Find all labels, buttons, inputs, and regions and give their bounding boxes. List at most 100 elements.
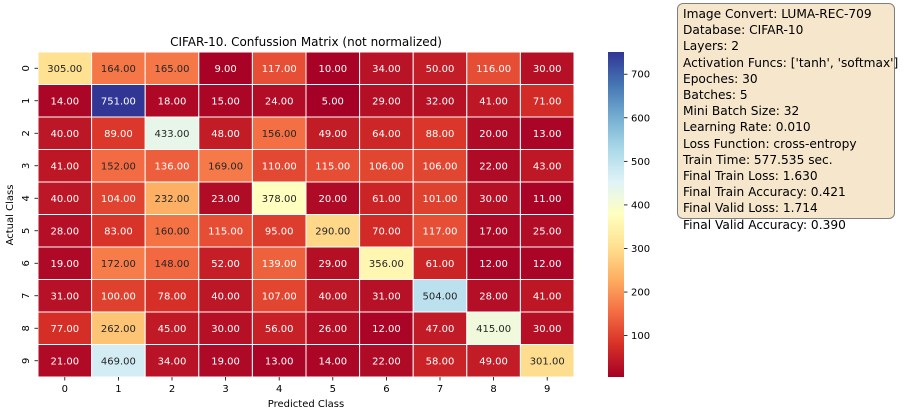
heatmap-grid	[37, 51, 575, 378]
cell-label-r2-c5: 49.00	[318, 129, 347, 140]
cell-label-r0-c1: 164.00	[101, 64, 136, 75]
cell-label-r3-c5: 115.00	[315, 161, 350, 172]
heatmap-cell-r2-c6	[359, 116, 414, 150]
info-line-train-time: Train Time: 577.535 sec.	[683, 152, 833, 167]
info-line-learning-rate: Learning Rate: 0.010	[683, 120, 811, 135]
cell-label-r3-c7: 106.00	[423, 161, 458, 172]
heatmap-cell-r3-c3	[198, 149, 253, 183]
colorbar: 100 200 300 400 500 600 700	[608, 52, 650, 377]
cell-label-r5-c0: 28.00	[50, 226, 79, 237]
cell-label-r3-c6: 106.00	[369, 161, 404, 172]
cell-label-r7-c8: 28.00	[479, 291, 508, 302]
x-axis: 0 1 2 3 4 5 6 7 8 9	[62, 377, 550, 395]
cell-label-r8-c3: 30.00	[211, 324, 240, 335]
heatmap-cell-r1-c7	[412, 84, 468, 118]
cell-label-r5-c7: 117.00	[423, 226, 458, 237]
heatmap-cell-r5-c9	[519, 214, 575, 248]
heatmap-cell-r1-c4	[251, 84, 307, 118]
cell-label-r0-c3: 9.00	[214, 64, 236, 75]
cell-label-r3-c8: 22.00	[479, 161, 508, 172]
heatmap-cell-r5-c1	[91, 214, 146, 248]
y-axis-label: Actual Class	[5, 185, 16, 246]
heatmap-cell-r6-c2	[144, 246, 200, 280]
heatmap-cell-r7-c5	[305, 279, 361, 313]
cell-label-r6-c7: 61.00	[426, 259, 455, 270]
heatmap-cell-r5-c4	[251, 214, 307, 248]
cell-label-r2-c0: 40.00	[50, 129, 79, 140]
y-tick-label-4: 4	[21, 195, 32, 201]
cell-label-r8-c5: 26.00	[318, 324, 347, 335]
colorbar-tick-label-3: 400	[631, 200, 650, 211]
heatmap-cell-r2-c7	[412, 116, 468, 150]
cell-label-r8-c2: 45.00	[158, 324, 187, 335]
cell-label-r2-c4: 156.00	[262, 129, 297, 140]
cell-label-r7-c0: 31.00	[50, 291, 79, 302]
cell-label-r3-c0: 41.00	[50, 161, 79, 172]
cell-label-r9-c9: 301.00	[530, 356, 565, 367]
cell-label-r5-c2: 160.00	[155, 226, 190, 237]
cell-label-r5-c6: 70.00	[372, 226, 401, 237]
heatmap-cell-r3-c6	[359, 149, 414, 183]
heatmap-cell-r4-c5	[305, 181, 361, 215]
cell-label-r3-c1: 152.00	[101, 161, 136, 172]
heatmap-cell-r6-c3	[198, 246, 253, 280]
cell-label-r5-c8: 17.00	[479, 226, 508, 237]
x-tick-label-9: 9	[544, 384, 550, 395]
cell-label-r4-c9: 11.00	[533, 194, 562, 205]
info-line-final-train-loss: Final Train Loss: 1.630	[683, 169, 818, 184]
colorbar-tick-label-2: 300	[631, 244, 650, 255]
info-line-loss-function: Loss Function: cross-entropy	[683, 136, 857, 151]
heatmap-cell-r1-c2	[144, 84, 200, 118]
info-line-final-valid-loss: Final Valid Loss: 1.714	[683, 201, 818, 216]
heatmap-cell-r0-c7	[412, 51, 468, 85]
heatmap-cell-r1-c8	[466, 84, 521, 118]
cell-label-r2-c1: 89.00	[104, 129, 133, 140]
cell-label-r0-c5: 10.00	[318, 64, 347, 75]
heatmap-cell-r4-c0	[37, 181, 93, 215]
cell-label-r1-c8: 41.00	[479, 96, 508, 107]
colorbar-ticks: 100 200 300 400 500 600 700	[624, 70, 650, 342]
heatmap-cell-r3-c2	[144, 149, 200, 183]
cell-label-r7-c3: 40.00	[211, 291, 240, 302]
heatmap-cell-r5-c3	[198, 214, 253, 248]
heatmap-cell-r2-c8	[466, 116, 521, 150]
info-line-activation-funcs: Activation Funcs: ['tanh', 'softmax']	[683, 55, 899, 70]
cell-label-r9-c6: 22.00	[372, 356, 401, 367]
cell-label-r9-c4: 13.00	[265, 356, 294, 367]
colorbar-tick-label-6: 700	[631, 70, 650, 81]
colorbar-tick-label-5: 600	[631, 113, 650, 124]
cell-label-r7-c1: 100.00	[101, 291, 136, 302]
heatmap-cell-r3-c1	[91, 149, 146, 183]
cell-label-r9-c7: 58.00	[426, 356, 455, 367]
heatmap-cell-r4-c3	[198, 181, 253, 215]
x-tick-label-6: 6	[383, 384, 389, 395]
cell-label-r7-c2: 78.00	[158, 291, 187, 302]
cell-label-r8-c7: 47.00	[426, 324, 455, 335]
cell-label-r5-c1: 83.00	[104, 226, 133, 237]
colorbar-tick-label-0: 100	[631, 331, 650, 342]
cell-label-r1-c3: 15.00	[211, 96, 240, 107]
cell-label-r5-c4: 95.00	[265, 226, 294, 237]
cell-label-r9-c8: 49.00	[479, 356, 508, 367]
info-line-epoches: Epoches: 30	[683, 71, 758, 86]
cell-label-r0-c6: 34.00	[372, 64, 401, 75]
heatmap-cell-r7-c1	[91, 279, 146, 313]
cell-label-r1-c5: 5.00	[322, 96, 344, 107]
x-tick-label-0: 0	[62, 384, 68, 395]
cell-label-r0-c0: 305.00	[47, 64, 82, 75]
x-tick-label-5: 5	[330, 384, 336, 395]
heatmap-cell-r8-c9	[519, 311, 575, 345]
heatmap-cell-r9-c3	[198, 344, 253, 378]
cell-label-r7-c4: 107.00	[262, 291, 297, 302]
cell-label-r3-c9: 43.00	[533, 161, 562, 172]
cell-label-r6-c2: 148.00	[155, 259, 190, 270]
cell-label-r1-c0: 14.00	[50, 96, 79, 107]
heatmap-cell-r6-c8	[466, 246, 521, 280]
y-tick-label-6: 6	[21, 260, 32, 266]
cell-label-r8-c4: 56.00	[265, 324, 294, 335]
heatmap-cell-r3-c5	[305, 149, 361, 183]
cell-label-r4-c3: 23.00	[211, 194, 240, 205]
colorbar-tick-label-4: 500	[631, 157, 650, 168]
cell-label-r9-c5: 14.00	[318, 356, 347, 367]
